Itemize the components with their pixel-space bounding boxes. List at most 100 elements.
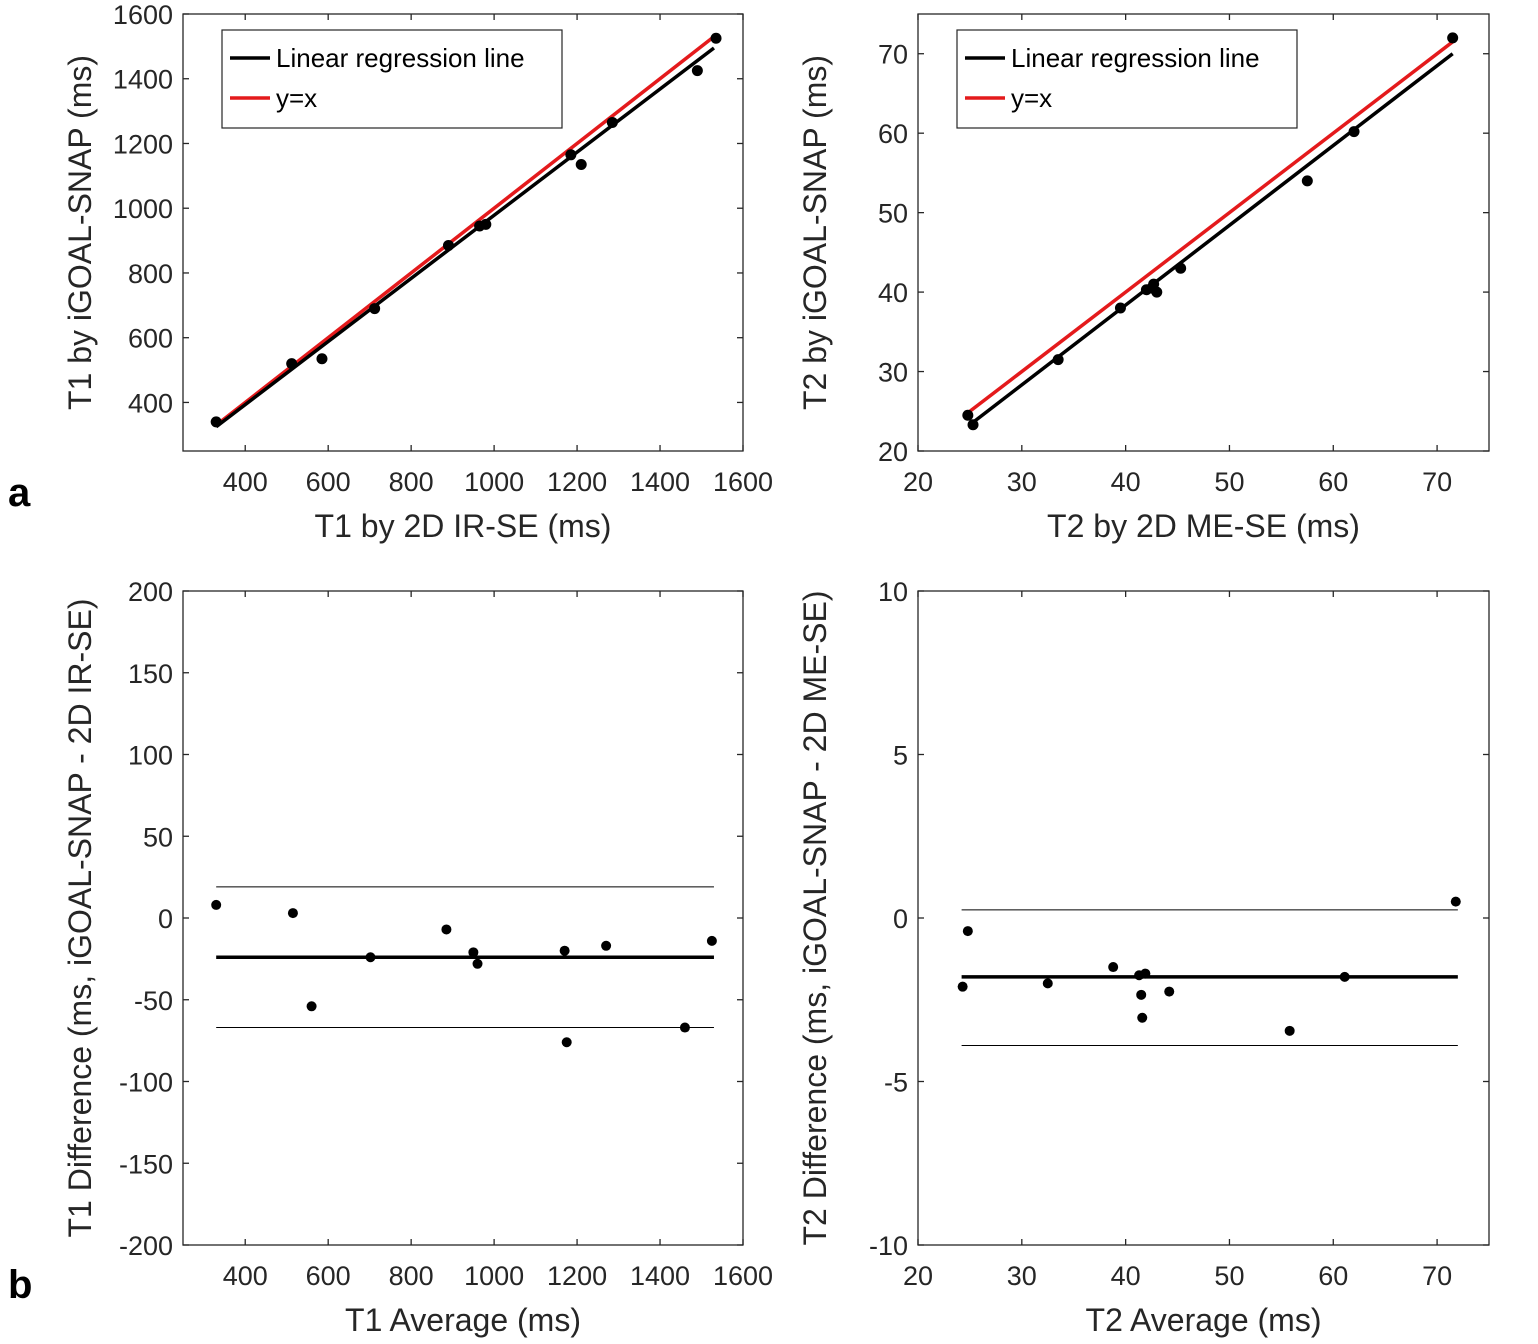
data-point (1175, 262, 1187, 274)
y-tick-label: -5 (884, 1068, 908, 1098)
y-axis-label: T1 Difference (ms, iGOAL-SNAP - 2D IR-SE… (62, 599, 98, 1238)
data-point (1450, 896, 1461, 907)
t2-scatter-chart: 20 30 40 50 60 70 20 30 40 50 60 70 T2 by 2D ME-SE (… (797, 13, 1490, 544)
x-tick-label: 30 (1007, 1261, 1037, 1291)
data-point (1042, 978, 1053, 989)
data-point (210, 416, 222, 428)
data-point (1447, 32, 1459, 44)
t1-bland-altman-chart: 400 600 800 1000 1200 1400 1600-200-150-100-50… (62, 577, 773, 1338)
data-point (472, 958, 483, 969)
regression-line (968, 52, 1454, 427)
x-tick-label: 1000 (464, 1261, 524, 1291)
plot-frame (917, 13, 1490, 452)
data-point (606, 116, 618, 128)
y-tick-label: 20 (878, 437, 908, 467)
data-point (306, 1001, 317, 1012)
y-tick-label: 1400 (113, 65, 173, 95)
data-point (468, 947, 479, 958)
data-point (1108, 962, 1119, 973)
y-tick-label: 0 (893, 904, 908, 934)
y-tick-label: 30 (878, 358, 908, 388)
y-tick-label: 40 (878, 278, 908, 308)
y-tick-label: 150 (128, 659, 173, 689)
x-tick-label: 800 (389, 467, 434, 497)
x-axis-label: T2 Average (ms) (1086, 1302, 1322, 1338)
x-tick-label: 60 (1318, 1261, 1348, 1291)
x-tick-label: 1400 (630, 467, 690, 497)
data-point (601, 940, 612, 951)
y-tick-label: 60 (878, 119, 908, 149)
x-tick-label: 20 (903, 1261, 933, 1291)
data-point (1052, 354, 1064, 366)
y-tick-label: 0 (158, 904, 173, 934)
x-tick-label: 400 (223, 1261, 268, 1291)
y-axis-label: T2 Difference (ms, iGOAL-SNAP - 2D ME-SE… (797, 591, 833, 1246)
y-tick-label: 400 (128, 388, 173, 418)
x-tick-label: 40 (1111, 1261, 1141, 1291)
y-tick-label: 50 (143, 822, 173, 852)
y-tick-label: 50 (878, 199, 908, 229)
y-tick-label: 1200 (113, 129, 173, 159)
data-point (316, 353, 328, 365)
data-point (962, 409, 974, 421)
y-tick-label: 70 (878, 40, 908, 70)
data-point (287, 908, 298, 919)
data-point (211, 899, 222, 910)
y-axis-label: T2 by iGOAL-SNAP (ms) (797, 55, 833, 410)
legend-label-identity: y=x (276, 83, 317, 113)
x-tick-label: 70 (1422, 1261, 1452, 1291)
data-point (480, 218, 492, 230)
x-tick-label: 600 (306, 1261, 351, 1291)
data-point (369, 303, 381, 315)
data-point (561, 1037, 572, 1048)
data-point (679, 1022, 690, 1033)
plot-frame (182, 590, 744, 1246)
data-point (365, 952, 376, 963)
regression-line (215, 46, 716, 429)
x-tick-label: 20 (903, 467, 933, 497)
data-point (967, 419, 979, 431)
data-point (441, 924, 452, 935)
data-point (957, 981, 968, 992)
x-tick-label: 1600 (713, 467, 773, 497)
legend-label-regression: Linear regression line (1011, 43, 1260, 73)
identity-line (968, 40, 1454, 413)
panel-label-a: a (8, 471, 31, 515)
t2-bland-altman-chart: 20 30 40 50 60 70 -10 -5 0 5 10 T2 Average (ms) T2 D… (797, 577, 1490, 1338)
data-point (1164, 986, 1175, 997)
y-tick-label: 200 (128, 577, 173, 607)
y-tick-label: 600 (128, 324, 173, 354)
data-point (565, 149, 577, 161)
data-point (442, 239, 454, 251)
legend-label-identity: y=x (1011, 83, 1052, 113)
legend-label-regression: Linear regression line (276, 43, 525, 73)
data-point (575, 159, 587, 171)
data-point (1140, 968, 1151, 979)
y-tick-label: 1600 (113, 0, 173, 30)
identity-line (215, 35, 716, 427)
data-point (1284, 1025, 1295, 1036)
t1-scatter-chart: 400 600 800 1000 1200 1400 1600 400 600 800 1000 12… (62, 0, 773, 544)
panel-label-b: b (8, 1263, 32, 1307)
data-point (1301, 175, 1313, 187)
x-tick-label: 400 (223, 467, 268, 497)
y-tick-label: -10 (869, 1231, 908, 1261)
x-tick-label: 1200 (547, 1261, 607, 1291)
x-tick-label: 30 (1007, 467, 1037, 497)
y-tick-label: 10 (878, 577, 908, 607)
data-point (962, 926, 973, 937)
data-point (1137, 1012, 1148, 1023)
x-tick-label: 1200 (547, 467, 607, 497)
y-axis-label: T1 by iGOAL-SNAP (ms) (62, 55, 98, 410)
x-tick-label: 1600 (713, 1261, 773, 1291)
legend-box (221, 29, 563, 129)
plot-frame (917, 590, 1490, 1246)
x-tick-label: 70 (1422, 467, 1452, 497)
x-tick-label: 40 (1111, 467, 1141, 497)
y-tick-label: 800 (128, 259, 173, 289)
legend-box (956, 29, 1298, 129)
x-tick-label: 1000 (464, 467, 524, 497)
x-tick-label: 60 (1318, 467, 1348, 497)
data-point (1151, 286, 1163, 298)
